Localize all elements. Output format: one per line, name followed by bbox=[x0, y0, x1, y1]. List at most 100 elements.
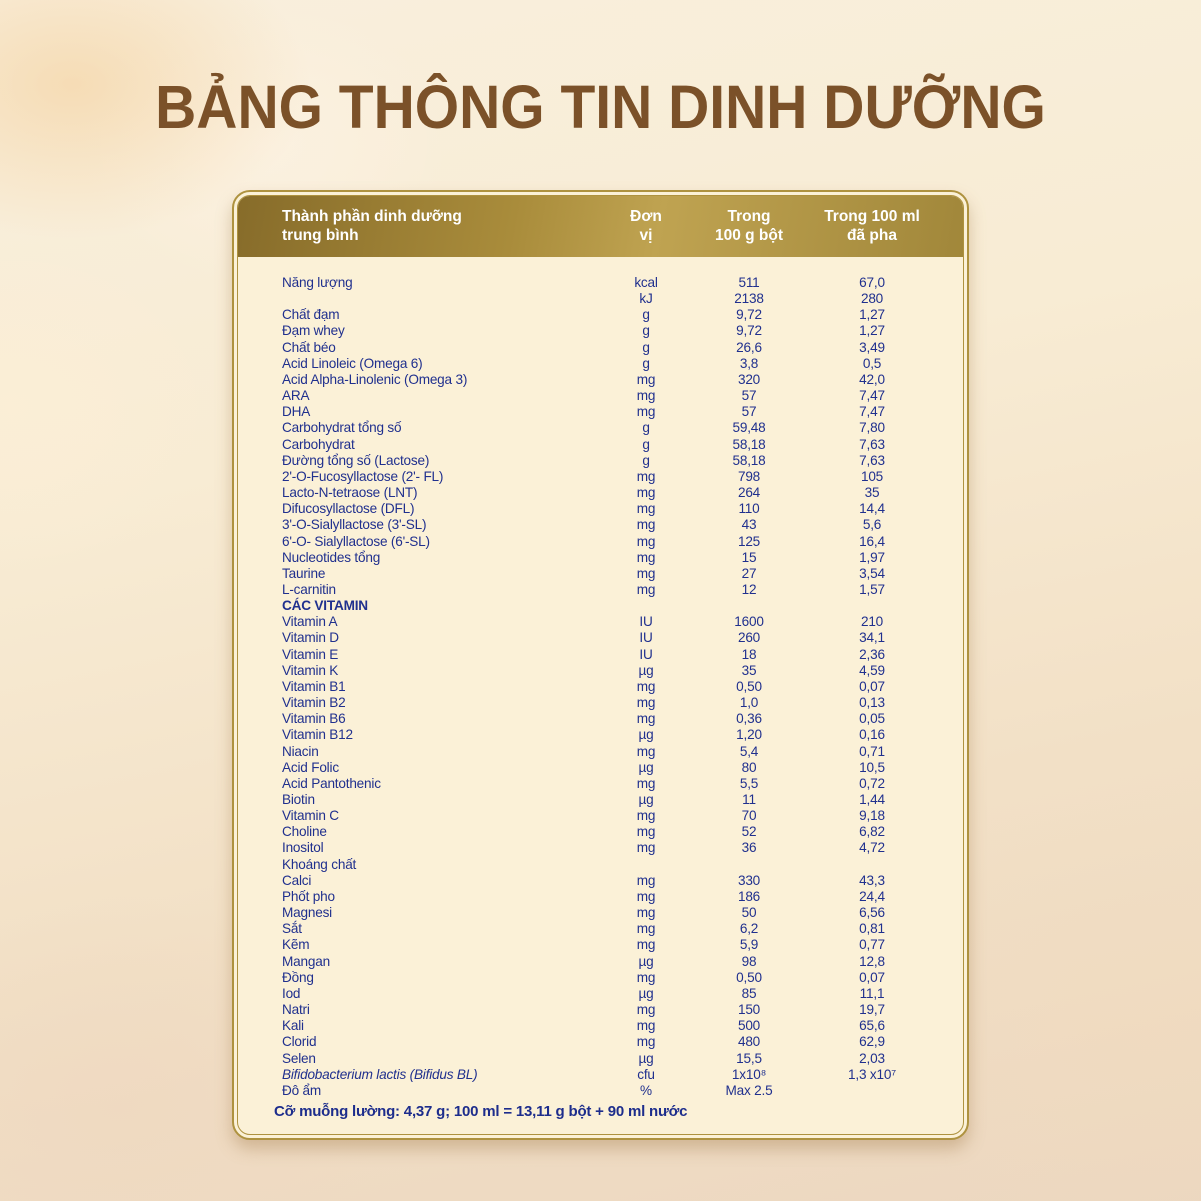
per-100ml-cell: 3,54 bbox=[859, 565, 885, 581]
per-100ml-cell: 12,8 bbox=[859, 953, 885, 969]
nutrient-name: Acid Folic bbox=[282, 759, 339, 775]
nutrient-name: Carbohydrat tổng số bbox=[282, 420, 402, 436]
per-100g-cell: 36 bbox=[741, 840, 757, 856]
table-row: Vitamin B1 mg 0,50 0,07 bbox=[238, 679, 963, 695]
per-100ml-cell: 3,49 bbox=[859, 339, 885, 355]
per-100ml-cell: 1,44 bbox=[859, 792, 885, 807]
per-100g-cell: 1x10⁸ bbox=[731, 1066, 767, 1082]
table-row: Đường tổng số (Lactose) g 58,18 7,63 bbox=[238, 453, 963, 469]
table-row: Vitamin A IU 1600 210 bbox=[238, 614, 963, 630]
unit-cell: mg bbox=[636, 549, 656, 565]
table-row: 3'-O-Sialyllactose (3'-SL) mg 43 5,6 bbox=[238, 517, 963, 533]
table-row: Kali mg 500 65,6 bbox=[238, 1018, 963, 1034]
table-row: Khoáng chất bbox=[238, 857, 963, 873]
nutrient-name: Clorid bbox=[282, 1034, 317, 1050]
per-100g-cell: 0,50 bbox=[736, 678, 762, 694]
per-100g-cell: 500 bbox=[737, 1018, 761, 1034]
unit-cell: IU bbox=[639, 630, 653, 646]
table-row: Carbohydrat g 58,18 7,63 bbox=[238, 437, 963, 453]
per-100g-cell: 12 bbox=[741, 581, 757, 597]
unit-cell: IU bbox=[639, 614, 653, 630]
per-100g-cell: 59,48 bbox=[732, 420, 766, 436]
nutrient-name: Vitamin D bbox=[282, 630, 339, 646]
nutrient-name: Inositol bbox=[282, 840, 324, 856]
per-100g-cell: 80 bbox=[741, 759, 757, 775]
unit-cell: mg bbox=[636, 872, 656, 888]
nutrient-name: Phốt pho bbox=[282, 888, 335, 904]
per-100g-cell: 2138 bbox=[734, 291, 764, 307]
nutrient-name: Vitamin B2 bbox=[282, 695, 346, 711]
table-row: Kẽm mg 5,9 0,77 bbox=[238, 937, 963, 953]
per-100g-cell: 58,18 bbox=[732, 452, 766, 468]
table-row: kJ 2138 280 bbox=[238, 291, 963, 307]
per-100ml-cell: 0,71 bbox=[859, 743, 885, 759]
per-100ml-cell: 5,6 bbox=[862, 517, 882, 533]
table-row: Năng lượng kcal 511 67,0 bbox=[238, 275, 963, 291]
nutrient-name: Lacto-N-tetraose (LNT) bbox=[282, 485, 418, 501]
unit-cell: g bbox=[642, 420, 650, 436]
unit-cell: mg bbox=[636, 501, 656, 517]
nutrient-name: Khoáng chất bbox=[282, 856, 357, 872]
per-100ml-cell: 2,36 bbox=[859, 646, 885, 662]
nutrient-name: Choline bbox=[282, 824, 327, 840]
header-per-100g-line2: 100 g bột bbox=[714, 226, 784, 244]
per-100g-cell bbox=[689, 598, 809, 614]
table-row: ARA mg 57 7,47 bbox=[238, 388, 963, 404]
unit-cell: g bbox=[642, 323, 650, 339]
per-100ml-cell: 4,59 bbox=[859, 662, 885, 678]
per-100g-cell: 150 bbox=[737, 1002, 761, 1018]
table-row: Acid Linoleic (Omega 6) g 3,8 0,5 bbox=[238, 356, 963, 372]
per-100g-cell: 15 bbox=[741, 549, 757, 565]
table-body: Năng lượng kcal 511 67,0 kJ 2138 280 Chất đạm g 9… bbox=[238, 257, 963, 1095]
per-100ml-cell: 7,80 bbox=[859, 420, 885, 436]
per-100g-cell: 3,8 bbox=[739, 355, 759, 371]
unit-cell: mg bbox=[636, 468, 656, 484]
per-100ml-cell bbox=[809, 1083, 935, 1095]
per-100ml-cell: 7,47 bbox=[859, 388, 885, 404]
nutrient-name: Acid Alpha-Linolenic (Omega 3) bbox=[282, 371, 468, 387]
table-row: 6'-O- Sialyllactose (6'-SL) mg 125 16,4 bbox=[238, 534, 963, 550]
per-100g-cell: 15,5 bbox=[736, 1050, 762, 1066]
unit-cell: µg bbox=[638, 727, 654, 743]
unit-cell: kJ bbox=[639, 291, 653, 307]
nutrient-name: Acid Linoleic (Omega 6) bbox=[282, 355, 423, 371]
per-100ml-cell: 0,07 bbox=[859, 678, 885, 694]
per-100ml-cell bbox=[809, 598, 935, 614]
per-100g-cell: 6,2 bbox=[739, 921, 759, 937]
nutrient-name: Natri bbox=[282, 1002, 310, 1018]
table-row: Vitamin C mg 70 9,18 bbox=[238, 808, 963, 824]
unit-cell: mg bbox=[636, 388, 656, 404]
nutrition-table-card: Thành phần dinh dưỡng trung bình Đơn vị … bbox=[232, 190, 969, 1140]
per-100ml-cell: 0,5 bbox=[862, 355, 882, 371]
per-100ml-cell: 0,72 bbox=[859, 775, 885, 791]
per-100ml-cell: 1,3 x10⁷ bbox=[848, 1066, 896, 1082]
nutrient-name: Calci bbox=[282, 872, 312, 888]
unit-cell: mg bbox=[636, 371, 656, 387]
header-per-100ml-line1: Trong 100 ml bbox=[824, 208, 920, 226]
table-row: Acid Pantothenic mg 5,5 0,72 bbox=[238, 776, 963, 792]
unit-cell: µg bbox=[638, 792, 654, 807]
unit-cell: mg bbox=[636, 937, 656, 953]
unit-cell: g bbox=[642, 307, 650, 323]
per-100g-cell: 1,20 bbox=[736, 727, 762, 743]
unit-cell bbox=[603, 598, 689, 614]
per-100g-cell: 70 bbox=[741, 808, 757, 824]
table-row: 2'-O-Fucosyllactose (2'- FL) mg 798 105 bbox=[238, 469, 963, 485]
table-row: Chất béo g 26,6 3,49 bbox=[238, 340, 963, 356]
nutrient-name: Acid Pantothenic bbox=[282, 775, 381, 791]
table-row: Mangan µg 98 12,8 bbox=[238, 954, 963, 970]
per-100g-cell: 330 bbox=[737, 872, 761, 888]
per-100ml-cell: 7,47 bbox=[859, 404, 885, 420]
unit-cell: mg bbox=[636, 824, 656, 840]
unit-cell: mg bbox=[636, 775, 656, 791]
per-100g-cell: 0,50 bbox=[736, 969, 762, 985]
table-row: Taurine mg 27 3,54 bbox=[238, 566, 963, 582]
table-row: Vitamin E IU 18 2,36 bbox=[238, 647, 963, 663]
header-component-line2: trung bình bbox=[282, 226, 359, 244]
per-100ml-cell: 11,1 bbox=[859, 985, 885, 1001]
per-100g-cell: 43 bbox=[741, 517, 757, 533]
unit-cell: mg bbox=[636, 1002, 656, 1018]
per-100ml-cell: 0,07 bbox=[859, 969, 885, 985]
table-row: Đạm whey g 9,72 1,27 bbox=[238, 323, 963, 339]
